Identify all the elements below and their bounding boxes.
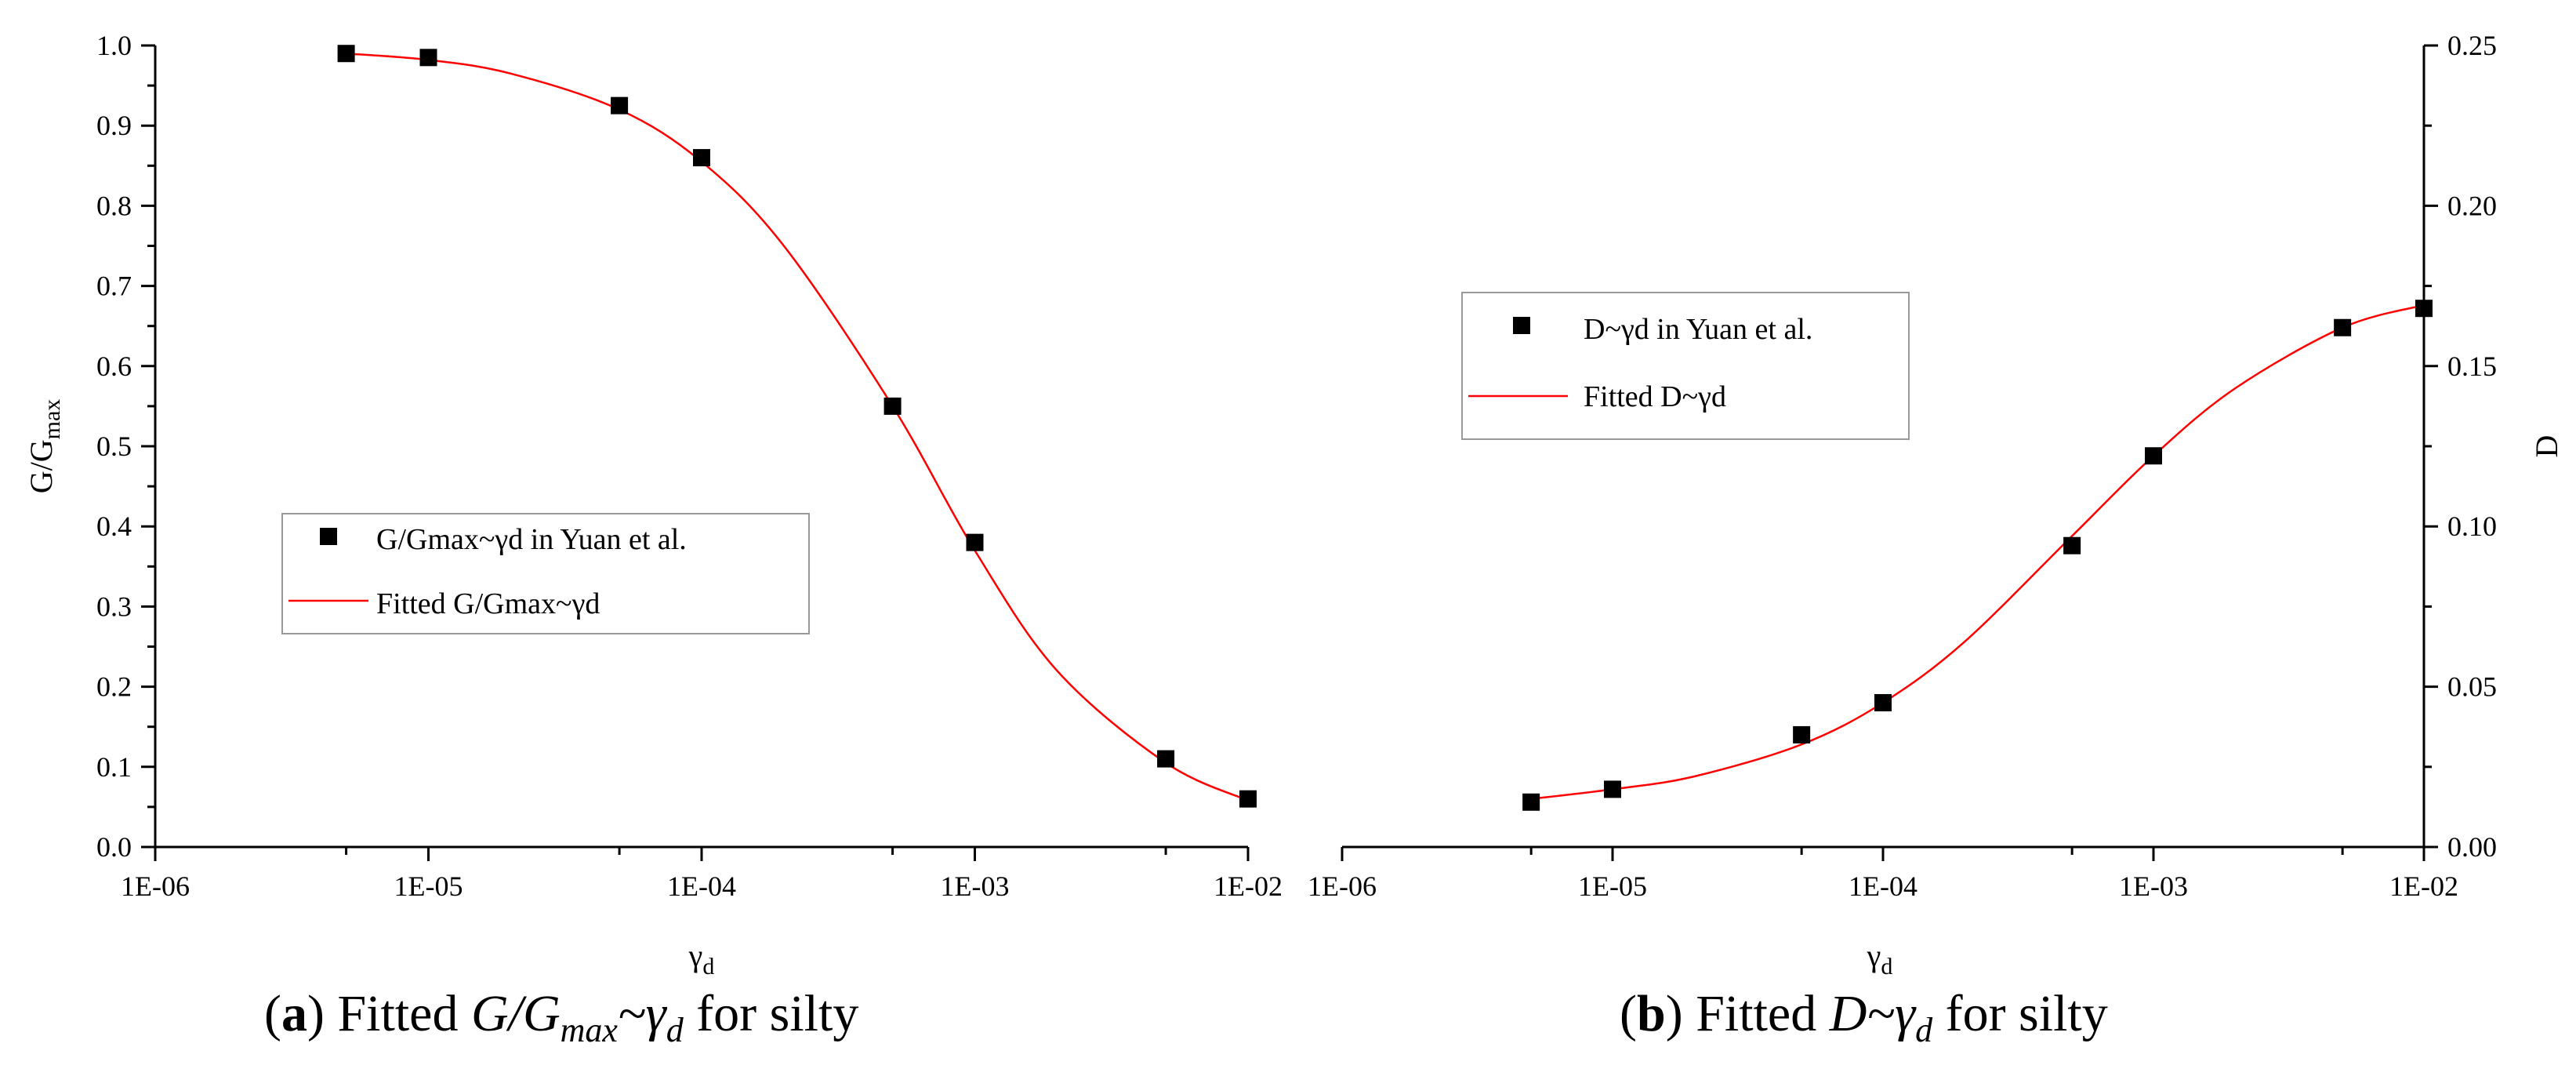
panel-b-data-point — [2334, 318, 2352, 336]
panel-a-data-point — [883, 397, 902, 415]
panel-a-y-tick-label: 0.4 — [96, 511, 132, 542]
panel-a-fit-line — [346, 52, 1249, 802]
panel-a-y-tick-label: 0.5 — [96, 431, 132, 462]
panel-b-x-tick-label: 1E-02 — [2389, 871, 2458, 902]
panel-a-data-point — [966, 533, 984, 551]
caption-b-label: b — [1636, 985, 1666, 1042]
legend-entry-points: D~γd in Yuan et al. — [1584, 313, 1812, 346]
panel-a-y-ticks: 0.0 0.1 0.2 0.3 0.4 0.5 0.6 0.7 0.8 0.9 1.0 — [96, 30, 155, 863]
panel-a-y-tick-label: 1.0 — [96, 30, 132, 61]
panel-b-y-ticks: 0.00 0.05 0.10 0.15 0.20 0.25 — [2424, 30, 2497, 863]
panel-a-x-tick-label: 1E-04 — [667, 871, 736, 902]
panel-b-y-tick-label: 0.10 — [2447, 511, 2497, 542]
panel-a-legend: G/Gmax~γd in Yuan et al. Fitted G/Gmax~γ… — [281, 513, 810, 634]
panel-a-y-tick-label: 0.6 — [96, 351, 132, 382]
panel-a-x-ticks: 1E-06 1E-05 1E-04 1E-03 1E-02 — [121, 847, 1283, 902]
panel-a-data-point — [1157, 750, 1175, 768]
panel-a-y-tick-label: 0.9 — [96, 110, 132, 141]
panel-b-y-axis-title: D — [2529, 435, 2564, 458]
panel-a-y-tick-label: 0.3 — [96, 591, 132, 622]
panel-a-data-point — [693, 149, 710, 167]
panel-b-data-point — [1522, 793, 1540, 811]
caption-b-suffix: for silty — [1932, 985, 2108, 1042]
panel-b-data-point — [2145, 447, 2162, 465]
caption-b-prefix: Fitted — [1696, 985, 1830, 1042]
panel-a-y-tick-label: 0.7 — [96, 271, 132, 302]
panel-b-data-point — [1604, 780, 1621, 798]
legend-entry-fit: Fitted G/Gmax~γd — [376, 587, 600, 620]
panel-b-data-point — [2415, 300, 2433, 318]
panel-b-x-ticks: 1E-06 1E-05 1E-04 1E-03 1E-02 — [1308, 847, 2458, 902]
legend-marker-square — [320, 528, 337, 545]
panel-a-points — [337, 45, 1257, 808]
caption-a-prefix: Fitted — [337, 985, 471, 1042]
panel-a-y-axis-title: G/Gmax — [24, 399, 65, 494]
panel-a-data-point — [419, 49, 437, 67]
panel-b-y-tick-label: 0.15 — [2447, 351, 2497, 382]
panel-b-x-tick-label: 1E-04 — [1849, 871, 1917, 902]
panel-b-data-point — [1874, 694, 1892, 712]
panel-b-x-axis-title: γd — [1867, 938, 1893, 980]
panel-a-y-tick-label: 0.1 — [96, 751, 132, 783]
panel-a-x-tick-label: 1E-03 — [941, 871, 1010, 902]
panel-a-x-tick-label: 1E-02 — [1214, 871, 1283, 902]
caption-a-math: G/Gmax~γd — [470, 985, 684, 1050]
panel-a-chart: 0.00.10.20.30.40.50.60.70.80.91.0 1E-06 1… — [24, 30, 1283, 980]
caption-a-suffix: for silty — [683, 985, 859, 1042]
panel-b-axes — [1342, 45, 2425, 849]
panel-b-x-tick-label: 1E-03 — [2119, 871, 2188, 902]
panel-b-data-point — [1793, 725, 1811, 743]
panel-b-points — [1522, 300, 2433, 811]
caption-a: (a) Fitted G/Gmax~γd for silty — [264, 985, 859, 1050]
panel-a-y-tick-label: 0.0 — [96, 831, 132, 863]
panel-b-y-tick-label: 0.05 — [2447, 671, 2497, 703]
panel-b-data-point — [2063, 536, 2081, 554]
panel-a-x-tick-label: 1E-06 — [121, 871, 190, 902]
panel-a-data-point — [611, 96, 629, 115]
caption-a-label: a — [281, 985, 307, 1042]
panel-b-x-tick-label: 1E-06 — [1308, 871, 1377, 902]
legend-entry-fit: Fitted D~γd — [1584, 380, 1726, 413]
caption-b: (b) Fitted D~γd for silty — [1620, 985, 2108, 1050]
legend-entry-points: G/Gmax~γd in Yuan et al. — [376, 523, 687, 556]
panel-a-y-tick-label: 0.8 — [96, 190, 132, 221]
panel-b-legend: D~γd in Yuan et al. Fitted D~γd — [1461, 292, 1910, 440]
legend-box — [281, 513, 810, 634]
panel-a-x-axis-title: γd — [688, 938, 715, 980]
panel-b-x-tick-label: 1E-05 — [1578, 871, 1647, 902]
panel-a-x-tick-label: 1E-05 — [394, 871, 463, 902]
panel-b-y-tick-label: 0.20 — [2447, 190, 2497, 221]
panel-b-chart: 0.00 0.05 0.10 0.15 0.20 0.25 1E-06 1E-05 1E-04… — [1308, 30, 2564, 980]
caption-b-math: D~γd — [1829, 985, 1933, 1050]
panel-b-y-tick-label: 0.25 — [2447, 30, 2497, 61]
panel-a-y-tick-label: 0.2 — [96, 671, 132, 703]
panel-b-fit-line — [1530, 304, 2425, 800]
legend-marker-square — [1513, 317, 1530, 334]
panel-b-y-tick-label: 0.00 — [2447, 831, 2497, 863]
panel-a-data-point — [337, 45, 355, 63]
panel-a-data-point — [1239, 790, 1257, 808]
legend-box — [1461, 292, 1910, 440]
